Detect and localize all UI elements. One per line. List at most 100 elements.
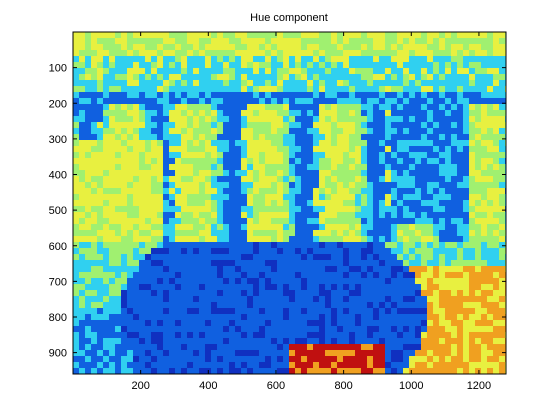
image-cell: [229, 308, 235, 314]
image-cell: [253, 266, 259, 272]
image-cell: [97, 80, 103, 86]
image-cell: [211, 212, 217, 218]
image-cell: [385, 62, 391, 68]
image-cell: [403, 236, 409, 242]
image-cell: [253, 134, 259, 140]
image-cell: [487, 140, 493, 146]
image-cell: [121, 290, 127, 296]
image-cell: [73, 80, 79, 86]
image-cell: [109, 128, 115, 134]
image-cell: [295, 164, 301, 170]
image-cell: [391, 314, 397, 320]
image-cell: [115, 206, 121, 212]
image-cell: [163, 86, 169, 92]
image-cell: [259, 302, 265, 308]
image-cell: [229, 302, 235, 308]
image-cell: [325, 332, 331, 338]
image-cell: [169, 158, 175, 164]
image-cell: [127, 98, 133, 104]
image-cell: [475, 176, 481, 182]
image-cell: [145, 260, 151, 266]
image-cell: [109, 302, 115, 308]
image-cell: [307, 164, 313, 170]
image-cell: [151, 242, 157, 248]
image-cell: [205, 164, 211, 170]
image-cell: [253, 218, 259, 224]
image-cell: [289, 56, 295, 62]
image-cell: [109, 296, 115, 302]
image-cell: [427, 68, 433, 74]
image-cell: [97, 302, 103, 308]
image-cell: [211, 344, 217, 350]
image-cell: [391, 260, 397, 266]
image-cell: [277, 284, 283, 290]
image-cell: [175, 272, 181, 278]
image-cell: [211, 314, 217, 320]
image-cell: [115, 350, 121, 356]
image-cell: [445, 44, 451, 50]
image-cell: [235, 254, 241, 260]
image-cell: [487, 194, 493, 200]
image-cell: [181, 200, 187, 206]
image-cell: [91, 128, 97, 134]
image-cell: [301, 218, 307, 224]
image-cell: [487, 206, 493, 212]
image-cell: [253, 254, 259, 260]
image-cell: [151, 320, 157, 326]
image-cell: [223, 356, 229, 362]
image-cell: [283, 230, 289, 236]
image-cell: [229, 260, 235, 266]
image-cell: [199, 368, 205, 374]
image-cell: [205, 62, 211, 68]
image-cell: [247, 326, 253, 332]
image-cell: [361, 356, 367, 362]
image-cell: [487, 344, 493, 350]
image-cell: [331, 74, 337, 80]
image-cell: [289, 134, 295, 140]
image-cell: [481, 176, 487, 182]
image-cell: [205, 116, 211, 122]
image-cell: [361, 290, 367, 296]
image-cell: [421, 38, 427, 44]
image-cell: [415, 290, 421, 296]
image-cell: [163, 44, 169, 50]
image-cell: [367, 170, 373, 176]
image-cell: [235, 308, 241, 314]
image-cell: [493, 116, 499, 122]
image-cell: [235, 176, 241, 182]
image-cell: [223, 326, 229, 332]
image-cell: [109, 218, 115, 224]
image-cell: [397, 260, 403, 266]
image-cell: [331, 308, 337, 314]
image-cell: [307, 296, 313, 302]
image-cell: [397, 164, 403, 170]
image-cell: [337, 92, 343, 98]
image-cell: [307, 68, 313, 74]
image-cell: [127, 74, 133, 80]
image-cell: [271, 350, 277, 356]
image-cell: [157, 326, 163, 332]
image-cell: [169, 122, 175, 128]
image-cell: [433, 296, 439, 302]
image-cell: [313, 152, 319, 158]
image-cell: [409, 368, 415, 374]
image-cell: [307, 122, 313, 128]
image-cell: [349, 230, 355, 236]
image-cell: [439, 296, 445, 302]
image-cell: [331, 134, 337, 140]
image-cell: [277, 152, 283, 158]
image-cell: [211, 290, 217, 296]
image-cell: [337, 38, 343, 44]
image-cell: [157, 176, 163, 182]
image-cell: [343, 74, 349, 80]
image-cell: [325, 206, 331, 212]
image-cell: [199, 98, 205, 104]
image-cell: [331, 332, 337, 338]
image-cell: [223, 152, 229, 158]
image-cell: [451, 356, 457, 362]
image-cell: [451, 62, 457, 68]
image-cell: [301, 248, 307, 254]
image-cell: [211, 74, 217, 80]
image-cell: [175, 218, 181, 224]
image-cell: [457, 248, 463, 254]
